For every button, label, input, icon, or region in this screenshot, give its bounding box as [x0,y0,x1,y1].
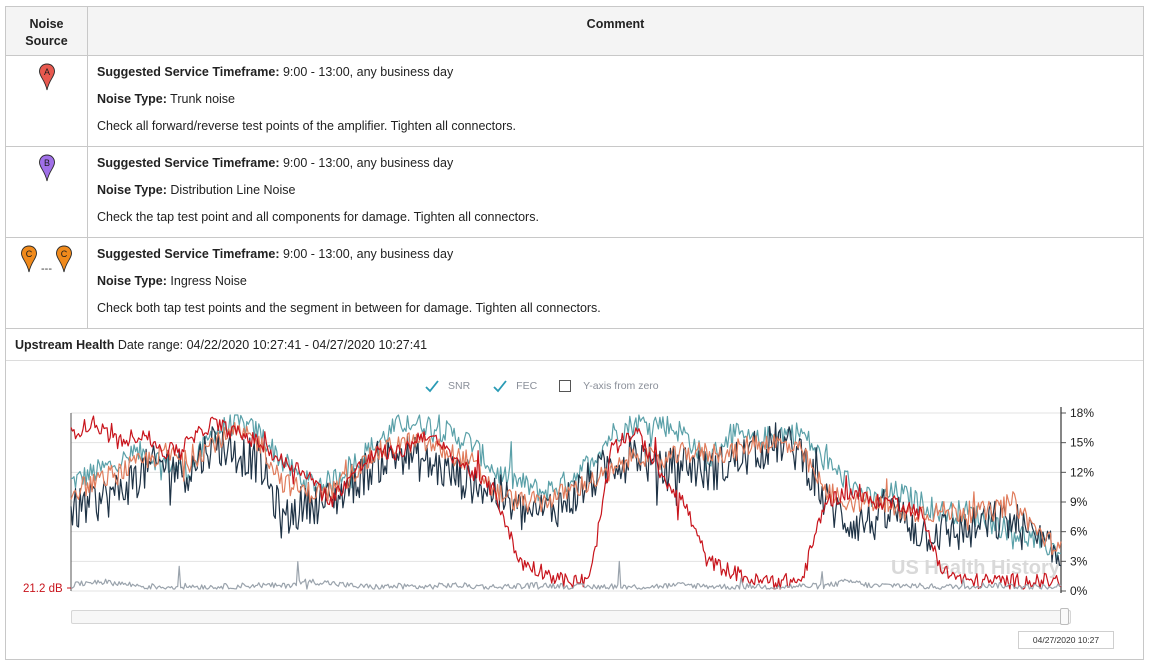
comment-cell: Suggested Service Timeframe: 9:00 - 13:0… [87,146,1144,238]
map-pin-icon[interactable]: A [38,63,56,91]
panel-header: Upstream Health Date range: 04/22/2020 1… [6,329,1143,361]
y-tick-label: 18% [1070,406,1094,420]
noise-source-cell: A [5,55,88,147]
fec-check-icon [493,380,507,393]
snr-toggle[interactable]: SNR [424,379,470,393]
left-axis-marker: 21.2 dB [23,583,63,595]
noise-type-label: Noise Type: [97,92,167,106]
upstream-health-panel: Upstream Health Date range: 04/22/2020 1… [5,328,1144,660]
instruction-text: Check the tap test point and all compone… [97,210,539,224]
comment-header: Comment [87,6,1144,56]
instruction-text: Check both tap test points and the segme… [97,301,601,315]
timeframe-line: Suggested Service Timeframe: 9:00 - 13:0… [97,65,1143,92]
timeframe-line: Suggested Service Timeframe: 9:00 - 13:0… [97,247,1143,274]
noise-source-table: Noise Source Comment A Suggested Service… [5,6,1144,329]
series-line [70,415,1062,590]
comment-cell: Suggested Service Timeframe: 9:00 - 13:0… [87,55,1144,147]
pin-separator: --- [41,263,52,275]
noise-source-header: Noise Source [5,6,88,56]
noise-type-label: Noise Type: [97,274,167,288]
table-row: C --- C Suggested Service Timeframe: 9:00 … [5,237,1144,329]
timeline-date-readout: 04/27/2020 10:27 [1018,631,1114,649]
y-tick-label: 3% [1070,554,1088,568]
noise-type-line: Noise Type: Ingress Noise [97,274,1143,301]
pin-letter: C [61,249,68,259]
noise-type-label: Noise Type: [97,183,167,197]
timeline-scrollbar[interactable] [71,608,1071,625]
pin-letter: A [43,67,49,77]
y-tick-label: 6% [1070,525,1088,539]
timeframe-label: Suggested Service Timeframe: [97,247,280,261]
chart-legend: SNR FEC Y-axis from zero [424,379,681,393]
pin-letter: C [26,249,33,259]
timeframe-value: 9:00 - 13:00, any business day [279,156,454,170]
timeframe-value: 9:00 - 13:00, any business day [279,65,454,79]
upstream-health-chart: 0% 3% 6% 9% 12% 15% 18% 21.2 dB US Health Histor… [23,406,1094,598]
table-header-row: Noise Source Comment [5,6,1144,56]
y-axis-zero-label: Y-axis from zero [583,380,659,392]
fec-toggle[interactable]: FEC [492,379,537,393]
map-pin-icon[interactable]: B [38,154,56,182]
date-range: Date range: 04/22/2020 10:27:41 - 04/27/… [114,338,428,352]
series-line [70,560,1062,590]
map-pin-icon[interactable]: C [55,245,73,273]
timeframe-label: Suggested Service Timeframe: [97,156,280,170]
timeframe-value: 9:00 - 13:00, any business day [279,247,454,261]
noise-source-cell: B [5,146,88,238]
comment-cell: Suggested Service Timeframe: 9:00 - 13:0… [87,237,1144,329]
panel-title: Upstream Health [15,338,115,352]
instruction-text: Check all forward/reverse test points of… [97,119,516,133]
snr-check-icon [425,380,439,393]
table-row: A Suggested Service Timeframe: 9:00 - 13… [5,55,1144,147]
y-tick-label: 9% [1070,495,1088,509]
y-tick-label: 12% [1070,465,1094,479]
y-tick-label: 15% [1070,436,1094,450]
pin-letter: B [43,158,49,168]
noise-type-value: Distribution Line Noise [166,183,296,197]
table-row: B Suggested Service Timeframe: 9:00 - 13… [5,146,1144,238]
timeframe-label: Suggested Service Timeframe: [97,65,280,79]
timeframe-line: Suggested Service Timeframe: 9:00 - 13:0… [97,156,1143,183]
noise-source-cell: C --- C [5,237,88,329]
timeline-scroll-handle[interactable] [1060,608,1069,625]
chart-watermark: US Health History [891,557,1061,579]
noise-type-line: Noise Type: Distribution Line Noise [97,183,1143,210]
noise-type-line: Noise Type: Trunk noise [97,92,1143,119]
series-line [70,422,1062,567]
map-pin-icon[interactable]: C [20,245,38,273]
y-tick-label: 0% [1070,584,1088,598]
fec-label: FEC [516,380,538,392]
y-axis-zero-toggle[interactable]: Y-axis from zero [559,380,659,392]
noise-type-value: Trunk noise [166,92,236,106]
noise-type-value: Ingress Noise [166,274,247,288]
y-axis-zero-checkbox[interactable] [559,380,572,392]
snr-label: SNR [448,380,471,392]
